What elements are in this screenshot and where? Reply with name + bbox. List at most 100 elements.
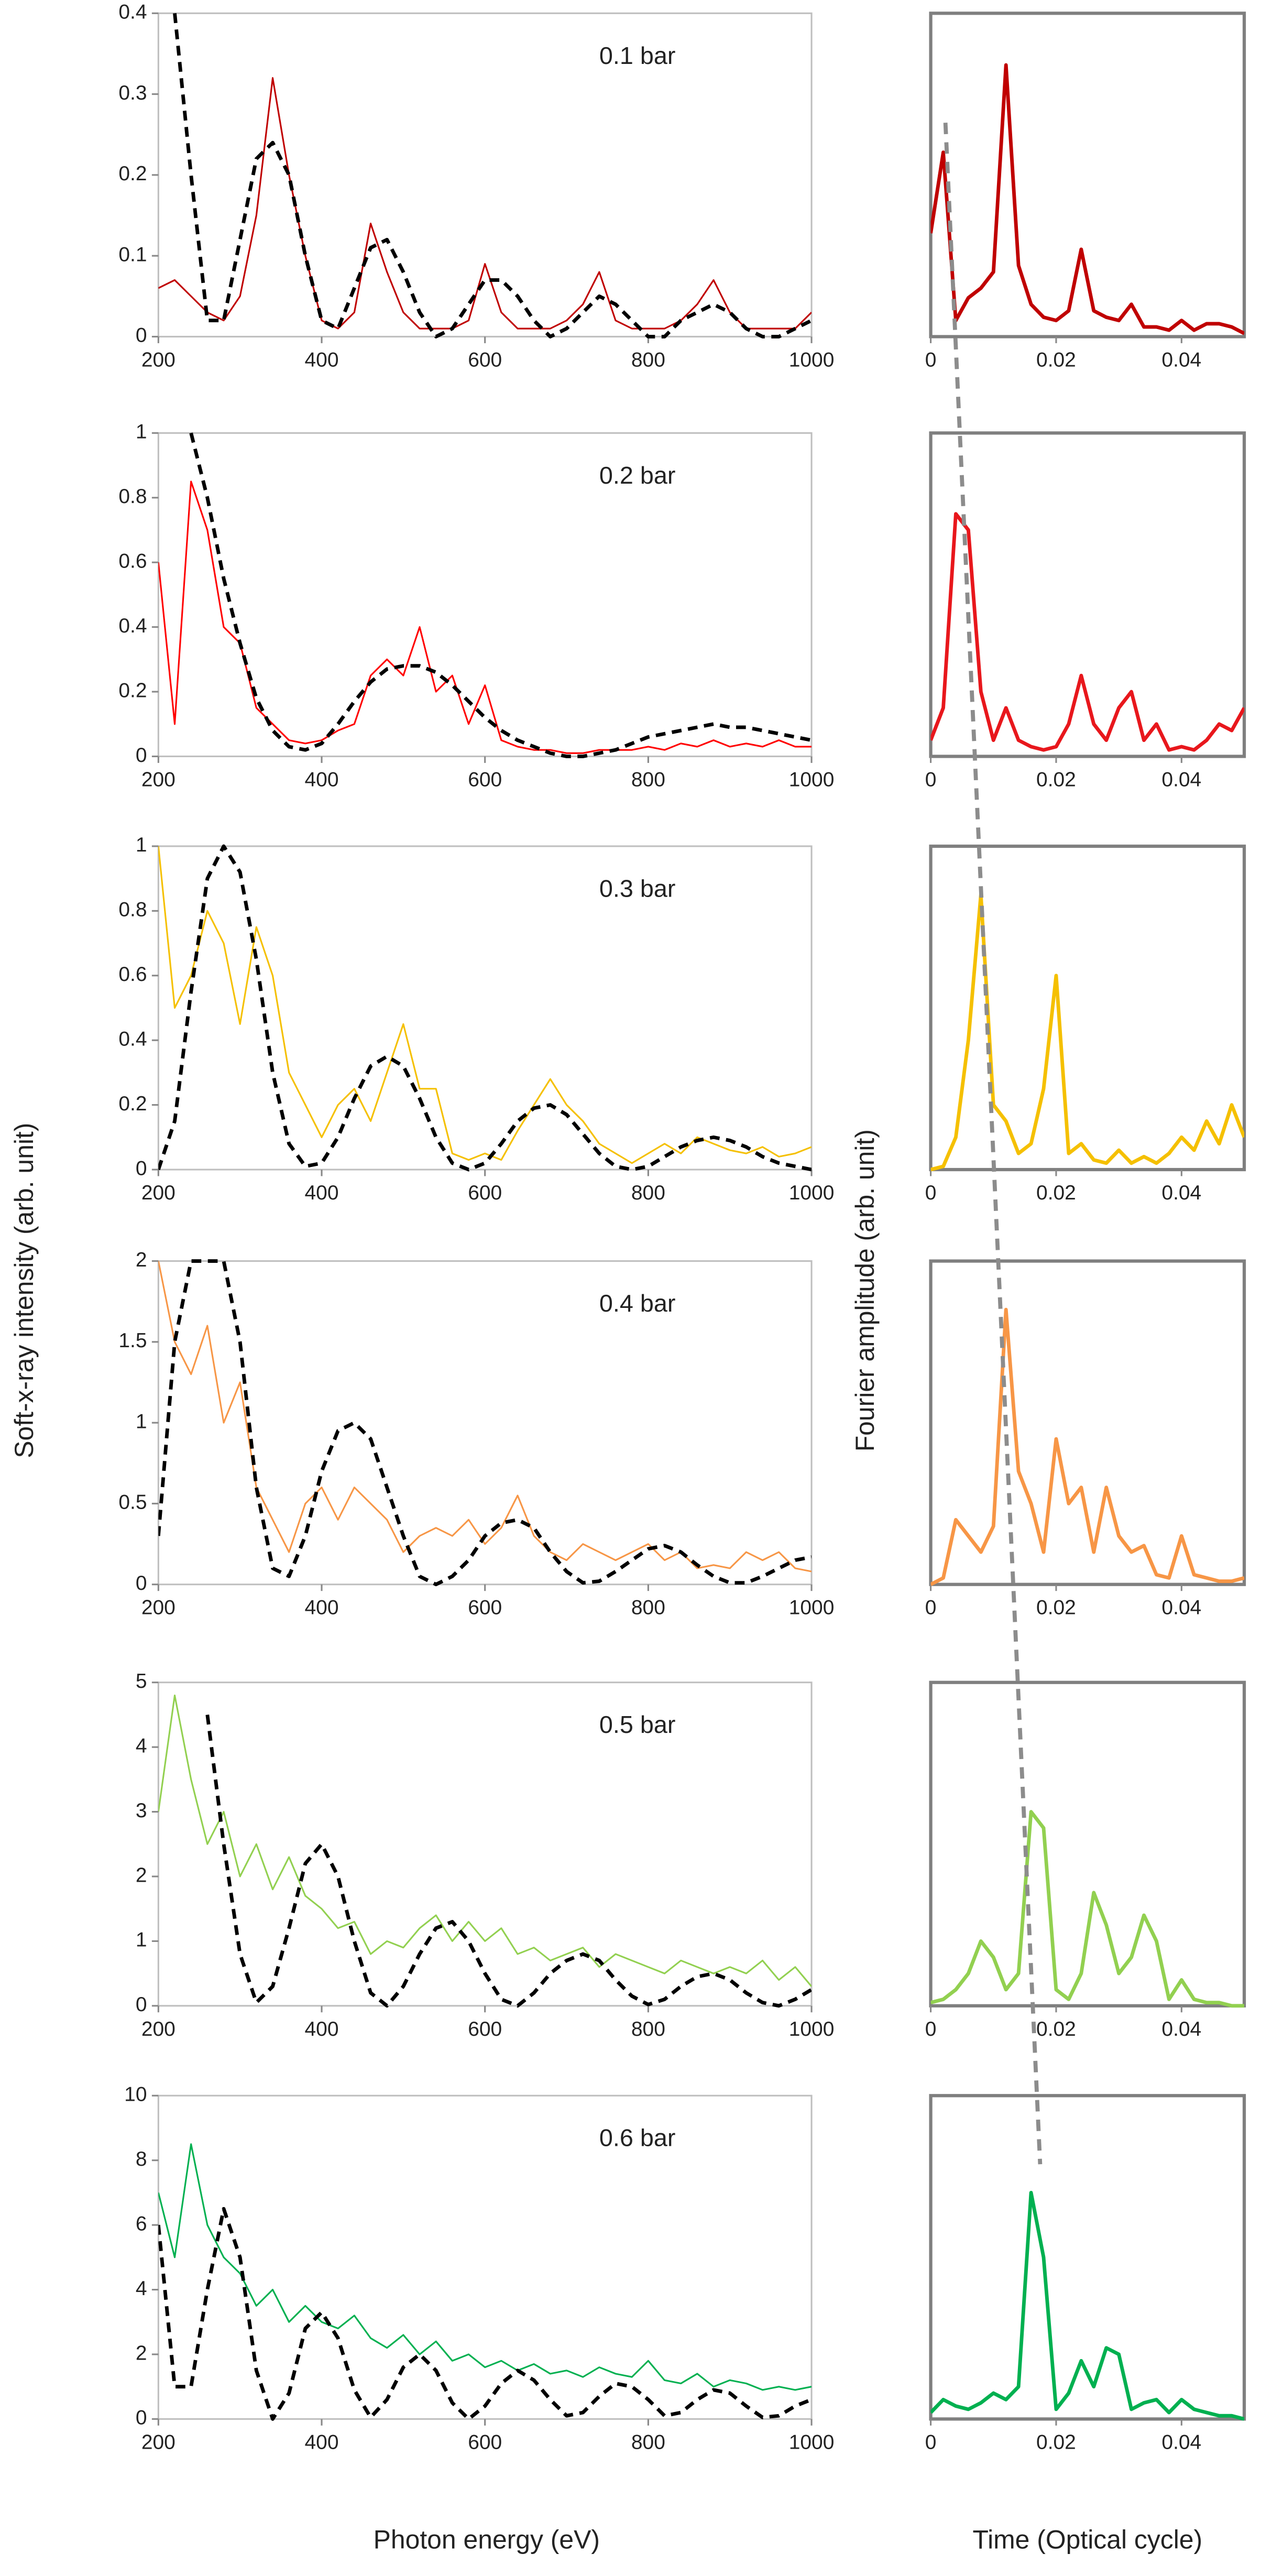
x-tick-label: 800 [631,1182,665,1204]
x-tick-label: 0 [925,2018,937,2040]
y-tick-label: 0.3 [118,82,147,104]
fourier-line [930,512,1245,752]
envelope-line [189,432,812,758]
y-tick-label: 0.4 [118,1,147,24]
x-tick-label: 0.02 [1036,769,1076,791]
y-tick-label: 0.6 [118,963,147,986]
y-tick-label: 0 [136,1157,147,1180]
x-tick-label: 200 [141,349,176,372]
x-tick-label: 400 [305,2018,339,2040]
x-tick-label: 1000 [789,769,835,791]
x-tick-label: 600 [468,1597,502,1619]
x-tick-label: 0.04 [1161,2431,1201,2453]
x-tick-label: 0 [925,2431,937,2453]
x-tick-label: 600 [468,769,502,791]
x-tick-label: 400 [305,1597,339,1619]
y-tick-label: 5 [136,1670,147,1693]
x-tick-label: 600 [468,2018,502,2040]
y-tick-label: 0 [136,744,147,767]
x-tick-label: 800 [631,769,665,791]
plot-frame [929,1680,1246,2007]
x-tick-label: 0.02 [1036,2431,1076,2453]
y-tick-label: 0 [136,324,147,347]
right-y-axis-label: Fourier amplitude (arb. unit) [850,1129,880,1451]
y-tick-label: 2 [136,1864,147,1886]
x-tick-label: 200 [141,2431,176,2453]
x-tick-label: 800 [631,349,665,372]
x-tick-label: 1000 [789,1597,835,1619]
pressure-label: 0.3 bar [599,875,676,902]
y-tick-label: 2 [136,1249,147,1271]
x-tick-label: 0.04 [1161,2018,1201,2040]
x-tick-label: 0.04 [1161,349,1201,372]
left-y-axis-label: Soft-x-ray intensity (arb. unit) [9,1123,39,1458]
y-tick-label: 1 [136,421,147,443]
fourier-line [930,2190,1245,2421]
y-tick-label: 0.5 [118,1491,147,1514]
envelope-line [158,844,812,1172]
x-tick-label: 0.04 [1161,1597,1201,1619]
x-tick-label: 0.02 [1036,1182,1076,1204]
x-tick-label: 0.02 [1036,349,1076,372]
y-tick-label: 1 [136,1929,147,1951]
fourier-line [930,1810,1245,2008]
x-tick-label: 0.02 [1036,2018,1076,2040]
x-tick-label: 1000 [789,2431,835,2453]
peak-trend-line [943,122,1043,2165]
y-tick-label: 0.6 [118,550,147,572]
fourier-line [930,63,1245,335]
y-tick-label: 4 [136,1734,147,1757]
y-tick-label: 0 [136,1572,147,1595]
plot-frame [157,432,813,758]
x-tick-label: 800 [631,2018,665,2040]
spectrum-line [158,1261,812,1573]
y-tick-label: 0.1 [118,243,147,266]
x-tick-label: 200 [141,2018,176,2040]
x-tick-label: 400 [305,349,339,372]
x-tick-label: 400 [305,1182,339,1204]
x-tick-label: 200 [141,1182,176,1204]
x-tick-label: 200 [141,769,176,791]
y-tick-label: 0.8 [118,899,147,921]
x-tick-label: 200 [141,1597,176,1619]
fourier-line [930,1307,1245,1586]
pressure-label: 0.4 bar [599,1290,676,1317]
x-tick-label: 0 [925,769,937,791]
right-x-axis-label: Time (Optical cycle) [972,2525,1202,2554]
pressure-label: 0.5 bar [599,1711,676,1738]
y-tick-label: 4 [136,2277,147,2300]
x-tick-label: 0.04 [1161,1182,1201,1204]
y-tick-label: 8 [136,2148,147,2170]
x-tick-label: 600 [468,2431,502,2453]
plot-frame [929,1259,1246,1586]
x-tick-label: 600 [468,349,502,372]
plot-frame [929,431,1246,758]
envelope-line [158,2207,812,2421]
y-tick-label: 0 [136,1993,147,2016]
y-tick-label: 10 [124,2083,147,2106]
pressure-label: 0.2 bar [599,462,676,489]
y-tick-label: 0.2 [118,1093,147,1115]
x-tick-label: 0.02 [1036,1597,1076,1619]
x-tick-label: 1000 [789,1182,835,1204]
y-tick-label: 3 [136,1799,147,1822]
envelope-line [158,1259,812,1587]
left-x-axis-label: Photon energy (eV) [374,2525,600,2554]
x-tick-label: 0.04 [1161,769,1201,791]
x-tick-label: 400 [305,2431,339,2453]
spectrum-line [158,77,812,330]
x-tick-label: 1000 [789,2018,835,2040]
y-tick-label: 0.4 [118,615,147,637]
y-tick-label: 0.2 [118,679,147,702]
y-tick-label: 1 [136,834,147,856]
pressure-label: 0.1 bar [599,42,676,69]
plot-frame [929,844,1246,1172]
x-tick-label: 600 [468,1182,502,1204]
x-tick-label: 0 [925,1597,937,1619]
spectrum-line [158,2143,812,2391]
envelope-line [205,1714,812,2008]
y-tick-label: 1 [136,1410,147,1433]
